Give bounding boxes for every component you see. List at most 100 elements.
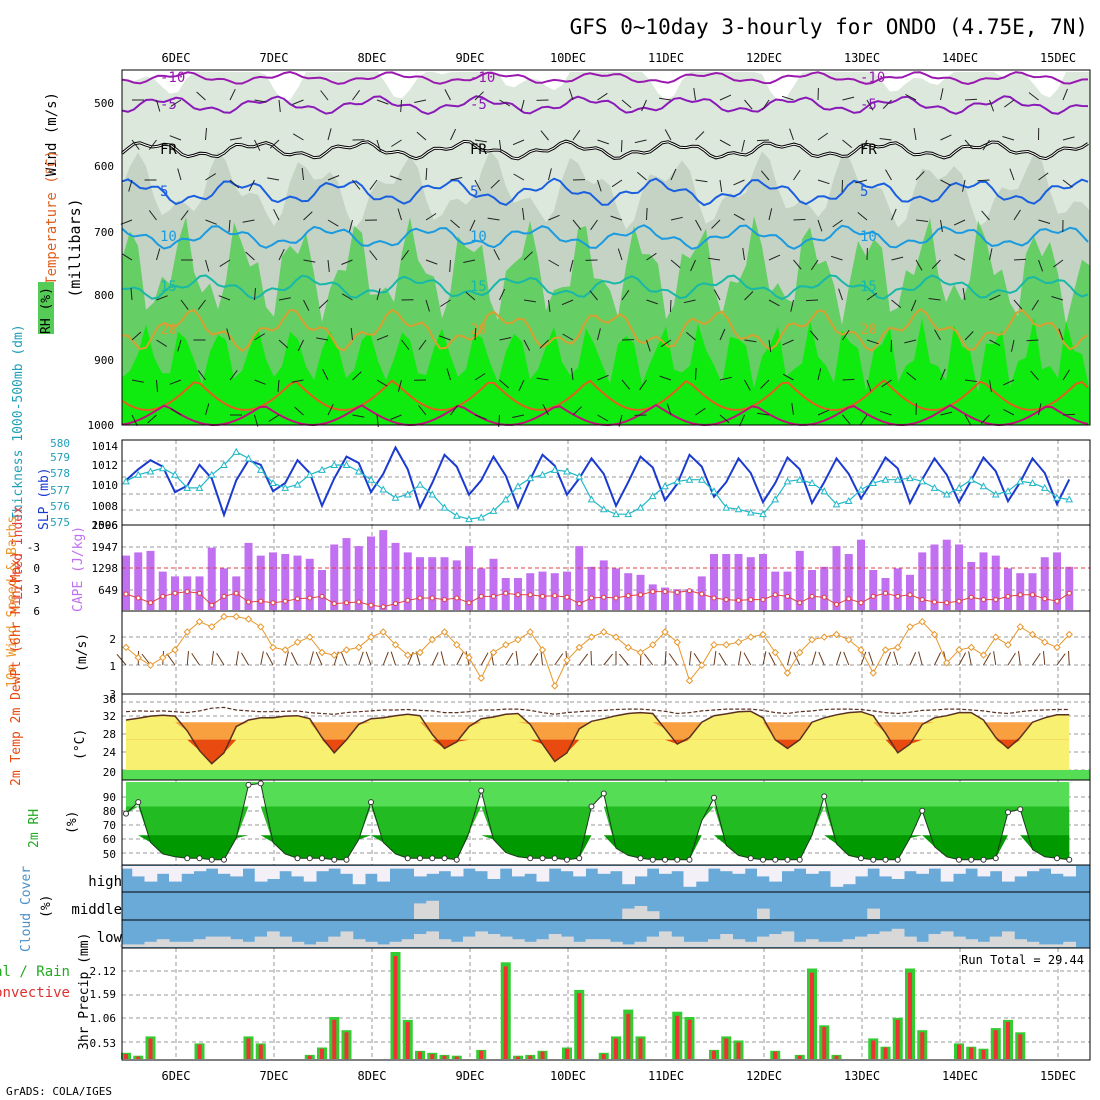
- upper-wind-barb: [390, 414, 402, 420]
- rh-point: [208, 856, 215, 863]
- rh-point: [600, 790, 607, 797]
- cloud-high-cell: [561, 866, 574, 872]
- upper-wind-barb: [793, 169, 801, 181]
- upper-wind-barb: [229, 137, 242, 141]
- wind-speed-point: [477, 674, 485, 682]
- rh-point: [294, 855, 301, 862]
- thickness-point: [710, 487, 718, 495]
- upper-wind-barb: [931, 259, 941, 269]
- wind-barb: [738, 651, 742, 666]
- upper-wind-barb: [711, 219, 721, 229]
- cloud-high-cell: [1026, 866, 1040, 872]
- wind-speed-point: [612, 633, 620, 641]
- cloud-high-cell: [1051, 866, 1064, 874]
- cloud-high-cell: [879, 866, 893, 877]
- upper-wind-barb: [977, 179, 990, 182]
- isotherm-label: FR: [470, 142, 487, 158]
- li-point: [135, 595, 141, 601]
- li-point: [699, 591, 705, 597]
- thickness-point: [452, 511, 461, 519]
- rh-point: [760, 856, 766, 863]
- upper-wind-barb: [620, 139, 623, 153]
- rh-point: [821, 793, 828, 800]
- cloud-mid-cell: [414, 903, 427, 919]
- rh-point: [417, 855, 423, 862]
- wind-barb: [382, 651, 389, 666]
- precip-conv-bar: [124, 1054, 128, 1059]
- upper-wind-barb: [744, 339, 757, 343]
- level-tick: 1000: [88, 419, 115, 432]
- cape-bar: [771, 571, 780, 610]
- precip-conv-bar: [895, 1019, 900, 1059]
- level-tick: 600: [94, 160, 114, 173]
- precip-conv-bar: [320, 1048, 324, 1059]
- li-point: [797, 600, 803, 606]
- upper-wind-barb: [278, 297, 291, 301]
- cloud-low-cell: [830, 941, 844, 947]
- upper-wind-barb: [512, 139, 525, 146]
- upper-wind-barb: [981, 210, 990, 221]
- precip-conv-bar: [687, 1019, 692, 1059]
- thickness-point: [550, 465, 559, 473]
- li-point: [1030, 592, 1035, 598]
- upper-wind-barb: [301, 168, 304, 181]
- upper-wind-barb: [446, 368, 451, 381]
- cloud-high-cell: [622, 866, 635, 885]
- wind-speed-point: [624, 643, 632, 652]
- upper-wind-barb: [205, 259, 210, 272]
- precip-conv-bar: [503, 966, 508, 1059]
- wind-barb: [787, 651, 792, 666]
- thickness-point: [256, 465, 265, 473]
- cape-bar: [367, 536, 375, 610]
- upper-wind-barb: [425, 167, 428, 181]
- cloud-units: (%): [39, 895, 54, 918]
- upper-wind-barb: [817, 219, 823, 232]
- upper-wind-barb: [817, 132, 829, 141]
- precip-conv-bar: [712, 1050, 716, 1059]
- upper-wind-barb: [520, 99, 525, 112]
- upper-wind-barb: [292, 99, 304, 105]
- upper-wind-barb: [499, 99, 511, 107]
- upper-wind-barb: [910, 299, 917, 312]
- rh-panel: 50 60 70 80 90 2m RH (%): [27, 779, 1091, 866]
- upper-wind-barb: [940, 368, 946, 381]
- upper-wind-barb: [297, 339, 304, 352]
- upper-wind-barb: [416, 131, 427, 141]
- upper-wind-barb: [838, 288, 843, 301]
- upper-wind-barb: [320, 90, 329, 101]
- cloud-low-cell: [548, 934, 562, 947]
- temp-tick: 20: [103, 766, 116, 779]
- bottom-day-label: 15DEC: [1040, 1069, 1076, 1083]
- isotherm-label: -10: [860, 70, 885, 86]
- upper-wind-barb: [817, 409, 830, 416]
- isotherm-label: FR: [160, 142, 177, 158]
- thickness-point: [832, 500, 841, 508]
- upper-wind-barb: [205, 127, 207, 141]
- upper-wind-barb: [964, 379, 977, 382]
- wind-speed-point: [318, 648, 326, 657]
- cloud-low-cell: [891, 928, 905, 947]
- upper-wind-barb: [915, 219, 928, 222]
- credit: GrADS: COLA/IGES: [6, 1085, 112, 1098]
- cloud-low-cell: [561, 936, 574, 947]
- upper-wind-barb: [934, 329, 941, 341]
- rh-point: [796, 856, 803, 863]
- wind-barb: [689, 651, 692, 666]
- upper-wind-barb: [523, 251, 533, 261]
- wind-speed-point: [563, 656, 571, 664]
- cape-bar: [930, 544, 939, 610]
- slp-tick: 1014: [92, 440, 119, 453]
- cloud-high-cell: [1014, 866, 1027, 877]
- upper-wind-barb: [885, 169, 892, 181]
- upper-wind-barb: [401, 339, 410, 350]
- upper-wind-barb: [490, 179, 500, 189]
- precip-ticks: 0.53 1.06 1.59 2.12: [90, 965, 117, 1050]
- cloud-low-cell: [193, 939, 207, 947]
- thickness-point: [746, 508, 755, 516]
- thickness-point: [122, 477, 130, 485]
- rh-point: [221, 856, 227, 863]
- rh-point: [441, 855, 448, 862]
- wind-barb: [983, 652, 991, 666]
- upper-wind-barb: [1002, 136, 1015, 141]
